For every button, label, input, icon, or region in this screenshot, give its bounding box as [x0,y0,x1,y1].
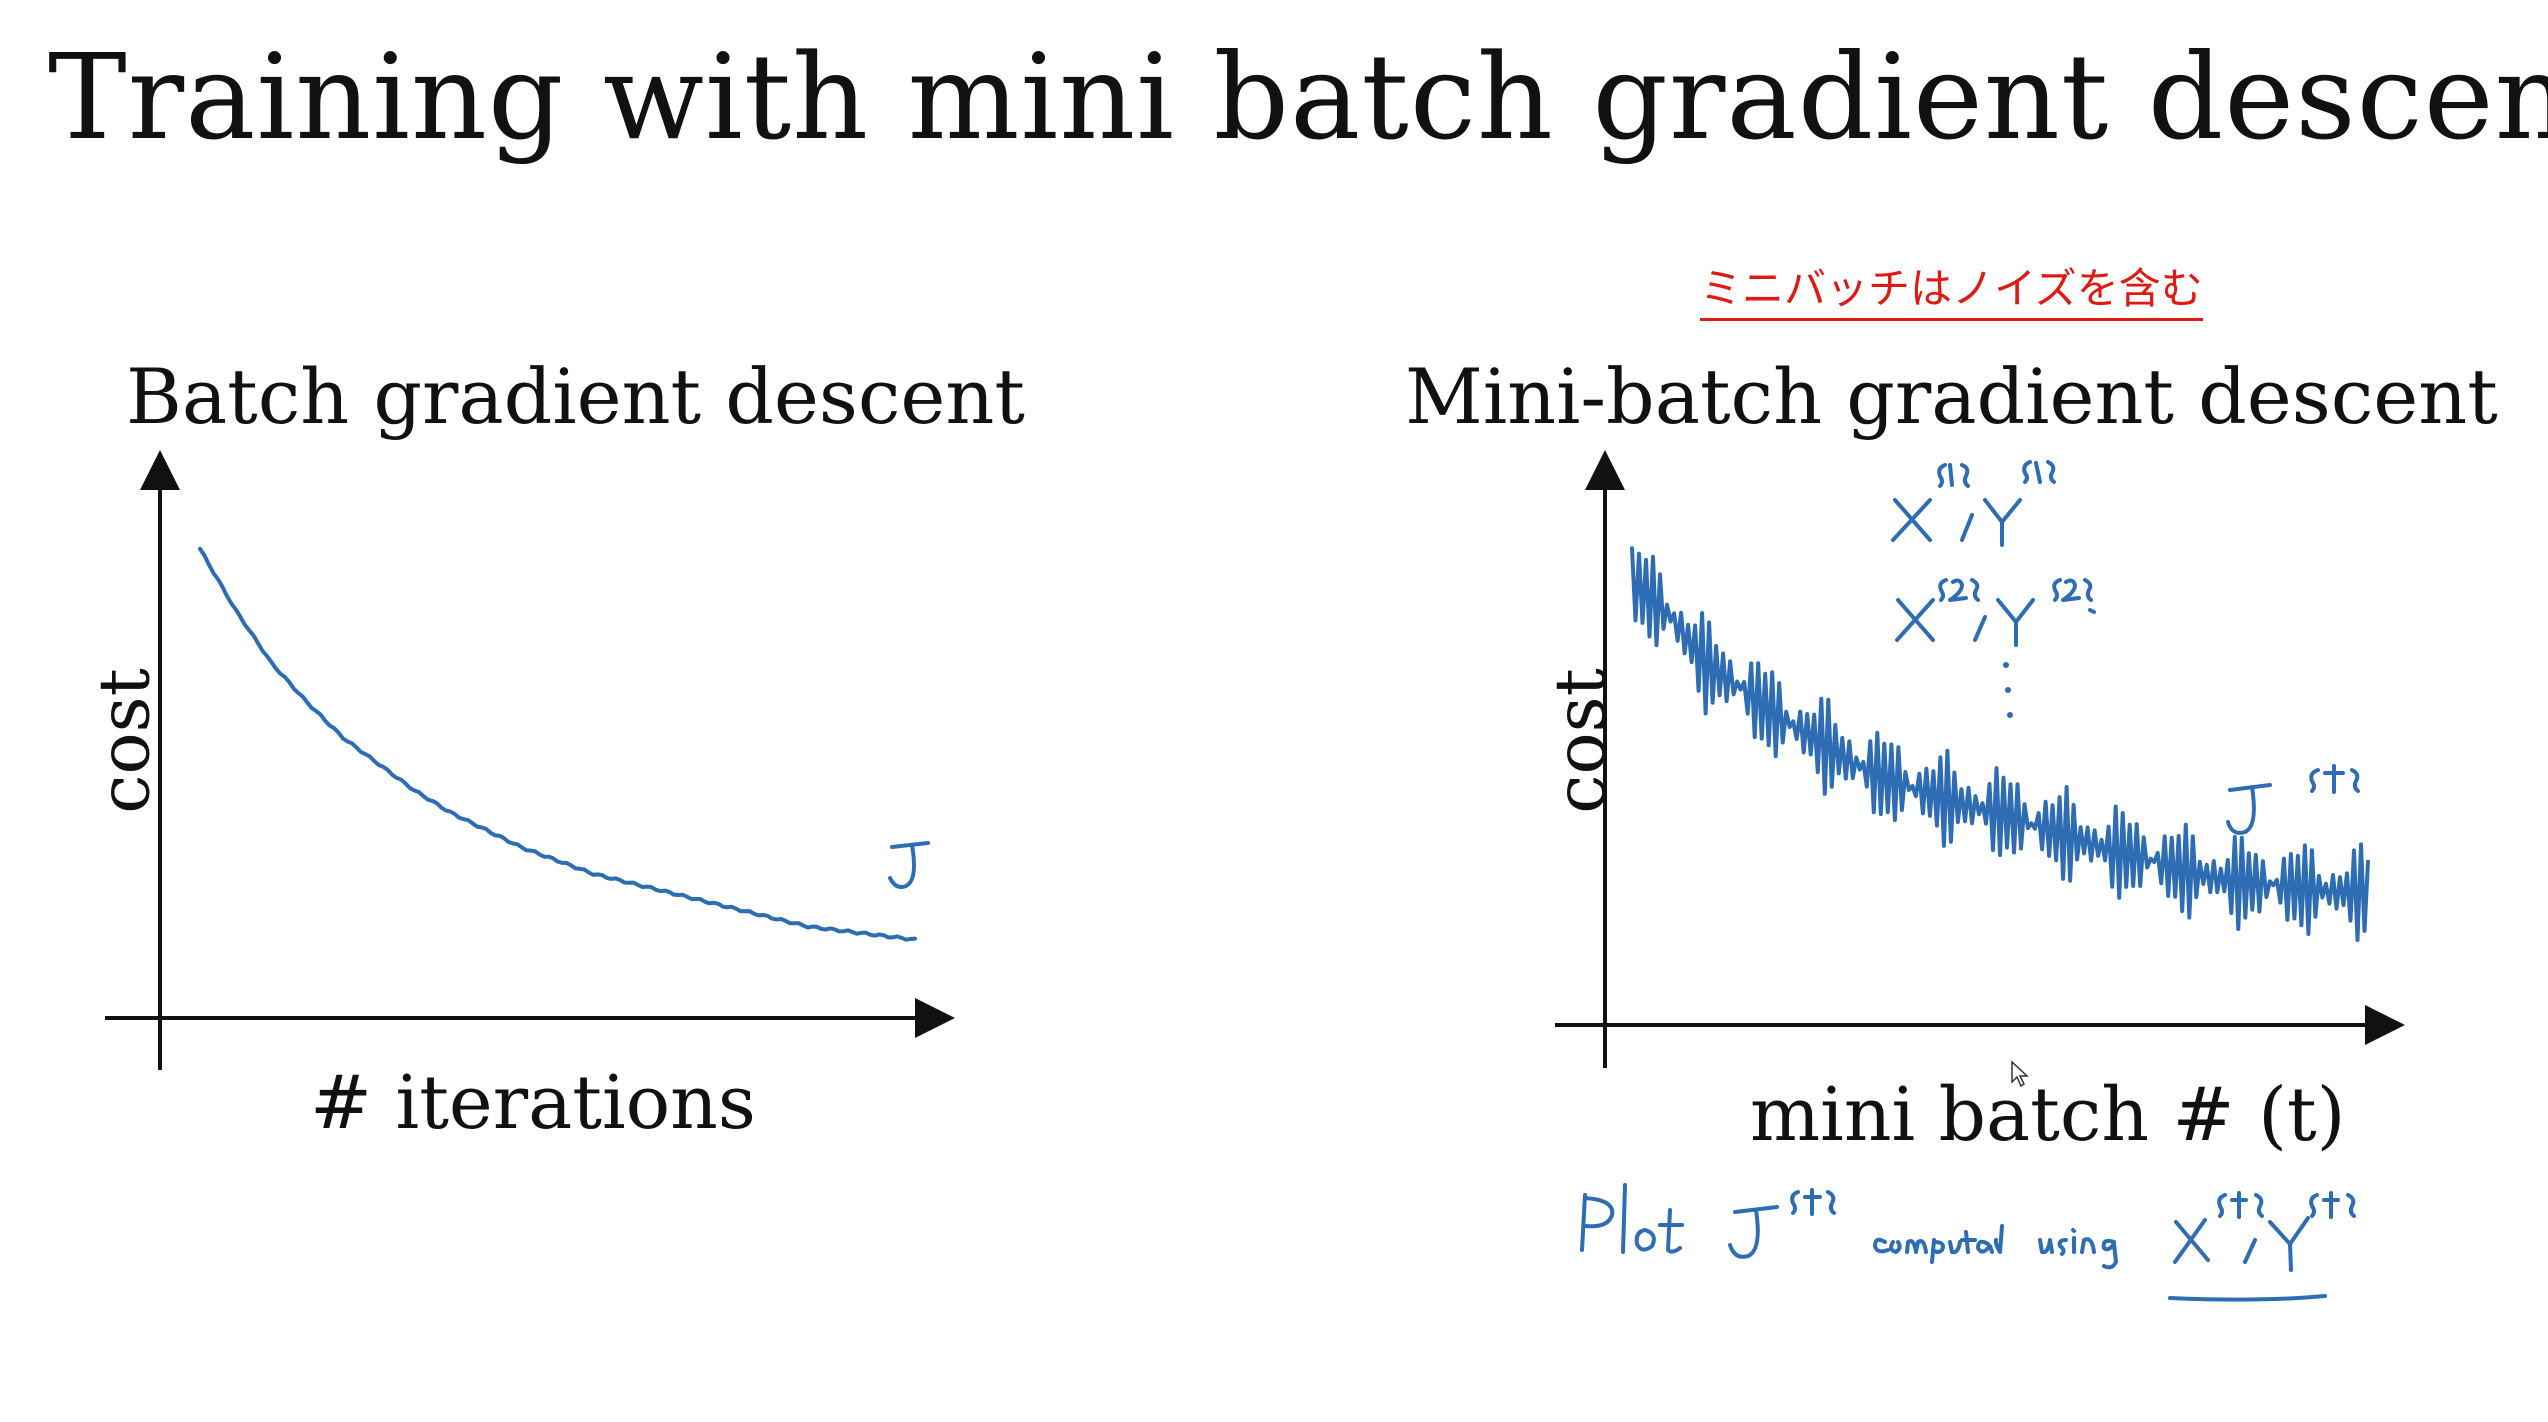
right-vertical-dots [2003,662,2013,718]
left-x-axis-label: # iterations [310,1060,756,1146]
batch-cost-line [198,546,917,942]
right-chart-title: Mini-batch gradient descent [1405,352,2498,441]
right-chart-axes [1555,450,2405,1068]
right-x-axis-label: mini batch # (t) [1750,1072,2346,1158]
left-chart-axes [105,450,955,1070]
minibatch-cost-line [1630,546,2370,942]
right-X1-Y1-annotation [1891,460,2056,547]
left-chart-title: Batch gradient descent [126,352,1025,441]
right-bottom-annotation [1580,1183,2356,1302]
right-X2-Y2-annotation [1895,578,2096,647]
slide-title: Training with mini batch gradient descen… [48,28,2548,166]
left-J-label [888,841,930,889]
left-chart-series [198,546,917,942]
mouse-cursor-icon [2011,1060,2029,1088]
right-Jt-annotation [2226,764,2360,835]
right-chart-series [1630,546,2370,942]
japanese-annotation: ミニバッチはノイズを含む [1700,255,2203,321]
